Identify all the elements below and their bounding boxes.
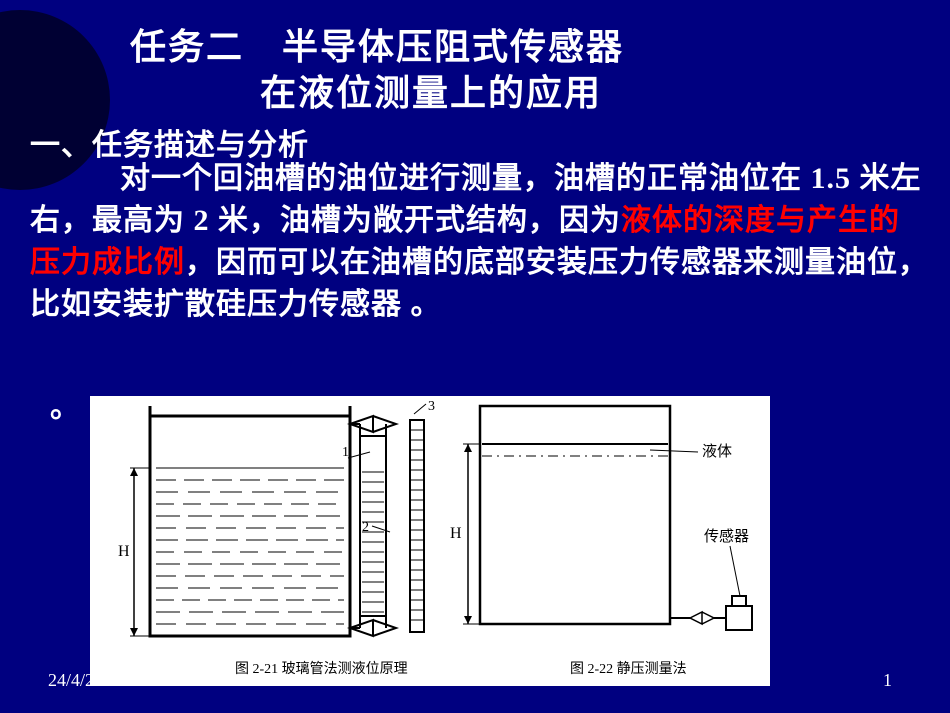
figure-panel: H 1 2 3 H 液体 传感器 图 2-21 玻璃管法测液位原理 图 2-22… (90, 396, 770, 686)
figure-caption-right: 图 2-22 静压测量法 (570, 658, 687, 678)
right-h-label: H (450, 525, 462, 542)
sensor-label: 传感器 (704, 528, 749, 545)
body-paragraph: 对一个回油槽的油位进行测量，油槽的正常油位在 1.5 米左右，最高为 2 米，油… (30, 158, 930, 326)
marker-2: 2 (362, 520, 369, 535)
figure-caption-left: 图 2-21 玻璃管法测液位原理 (235, 658, 408, 678)
footer-page-number: 1 (883, 670, 892, 691)
title-line-2: 在液位测量上的应用 (260, 64, 602, 116)
marker-3: 3 (428, 399, 435, 414)
footer-date: 24/4/26 (48, 670, 103, 691)
title-line-1: 任务二 半导体压阻式传感器 (130, 18, 624, 70)
orphan-period: 。 (50, 382, 80, 426)
left-h-label: H (118, 543, 130, 560)
liquid-label: 液体 (702, 443, 732, 460)
marker-1: 1 (342, 445, 349, 460)
figure-svg: H 1 2 3 H 液体 传感器 (90, 396, 770, 686)
